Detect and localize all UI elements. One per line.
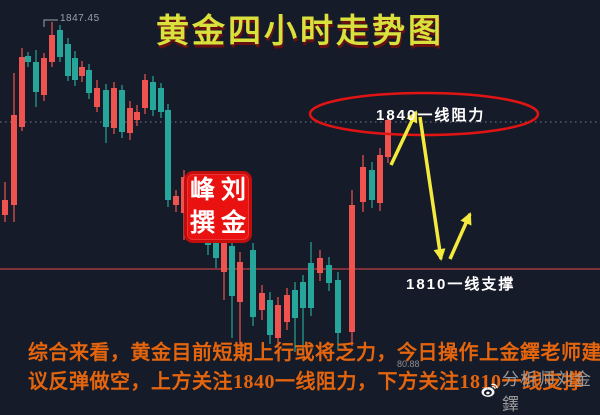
resistance-label: 1840一线阻力 — [376, 107, 486, 124]
seal-char-top-left: 峰 — [189, 177, 215, 204]
seal-stamp: 峰 刘 撰 金 — [184, 171, 252, 243]
faint-price-label: 80.88 — [397, 359, 420, 369]
seal-char-bottom-left: 撰 — [189, 210, 215, 237]
watermark-text: 分析师刘金鐸 — [501, 370, 592, 414]
seal-char-bottom-right: 金 — [220, 210, 246, 237]
page-title: 黄金四小时走势图 — [156, 14, 444, 50]
trend-arrows — [389, 110, 472, 261]
commentary-line-2: 议反弹做空，上方关注1840一线阻力，下方关注1810一线支撑 — [28, 371, 584, 393]
peak-marker — [43, 19, 58, 27]
commentary-line-1: 综合来看，黄金目前短期上行或将乏力，今日操作上金鐸老师建 — [28, 342, 600, 364]
seal-char-top-right: 刘 — [220, 177, 246, 204]
watermark: 分析师刘金鐸 — [479, 365, 600, 415]
gold-analysis-image: { "page": { "title": "黄金四小时走势图" }, "char… — [0, 13, 600, 414]
weibo-icon — [481, 383, 498, 397]
support-label: 1810一线支撑 — [406, 276, 516, 293]
peak-price-label: 1847.45 — [60, 13, 100, 24]
